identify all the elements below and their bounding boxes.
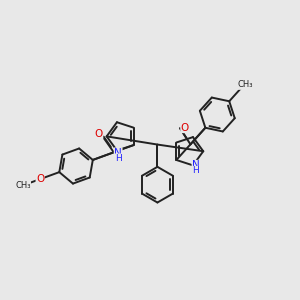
Text: O: O bbox=[94, 129, 103, 139]
Text: H: H bbox=[193, 166, 199, 175]
Text: O: O bbox=[36, 174, 44, 184]
Text: N: N bbox=[114, 148, 122, 158]
Text: N: N bbox=[192, 160, 200, 170]
Text: O: O bbox=[181, 123, 189, 133]
Text: CH₃: CH₃ bbox=[238, 80, 253, 89]
Text: H: H bbox=[115, 154, 122, 163]
Text: CH₃: CH₃ bbox=[15, 182, 31, 190]
